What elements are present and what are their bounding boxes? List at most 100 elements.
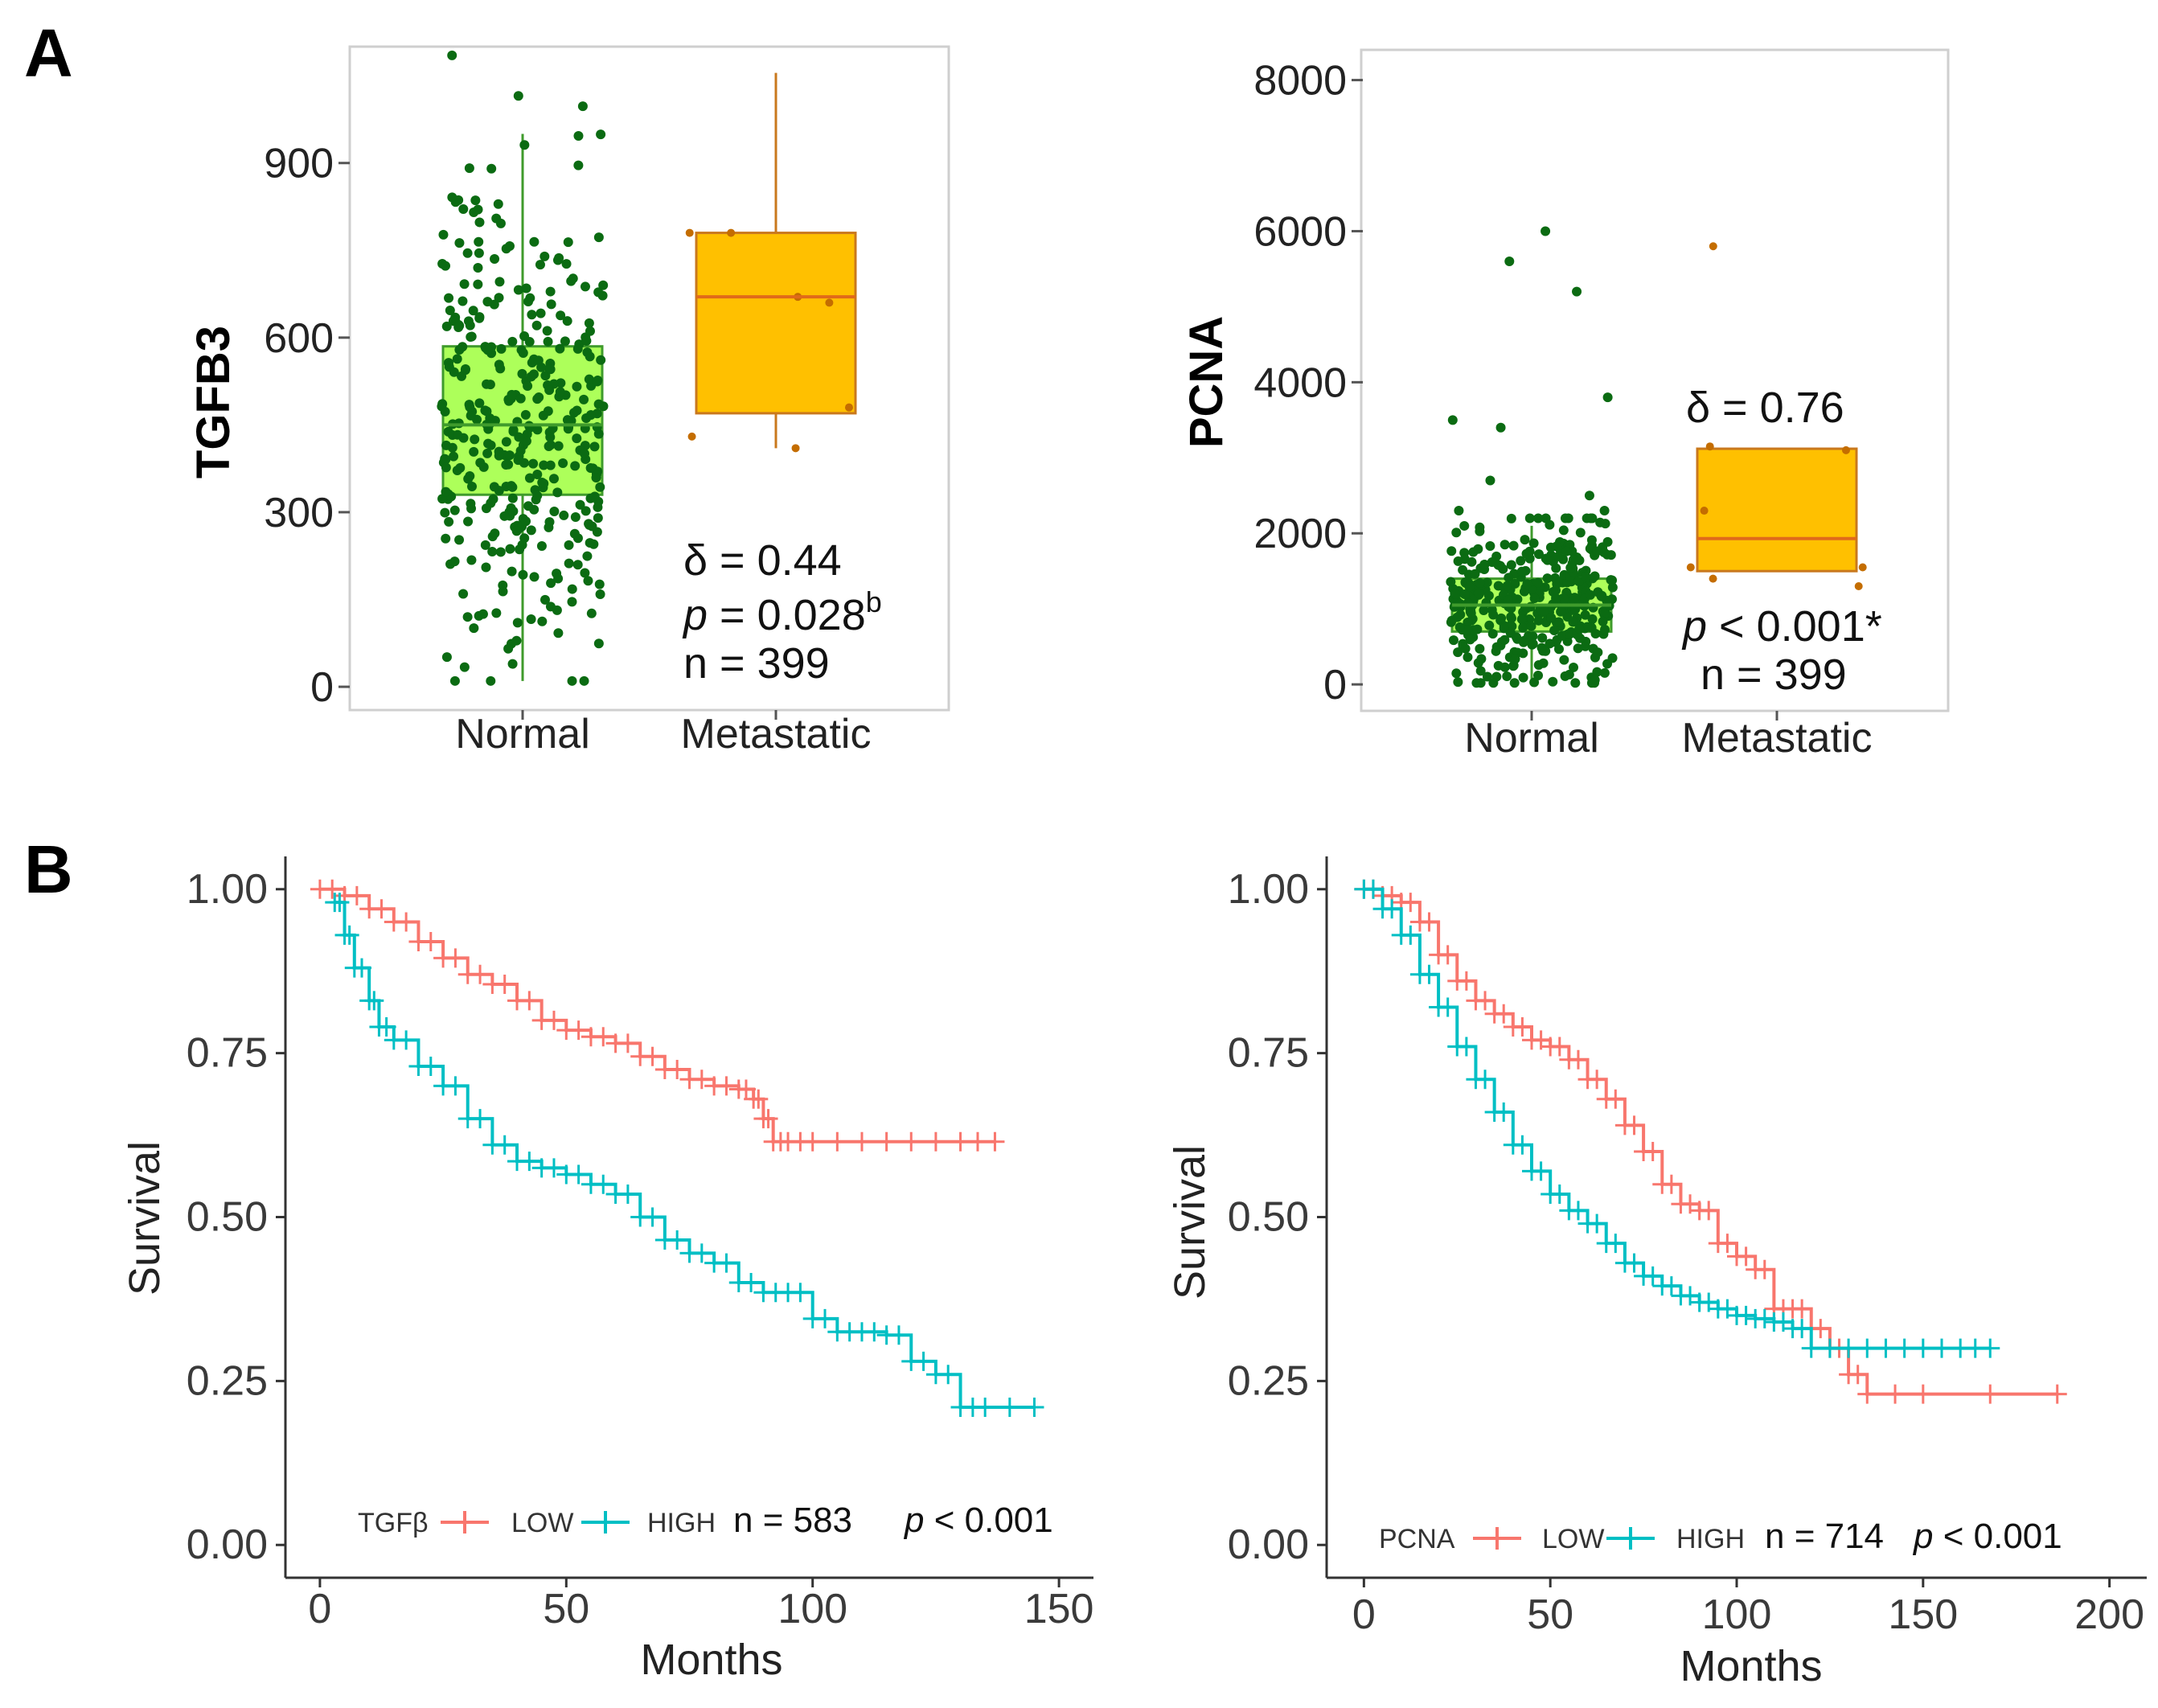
- data-point: [593, 502, 603, 512]
- data-point: [441, 487, 451, 497]
- tgfb-legend-high-marker: [594, 1511, 617, 1534]
- data-point: [495, 218, 506, 228]
- data-point: [1581, 572, 1591, 582]
- data-point: [552, 487, 563, 498]
- data-point: [579, 675, 589, 686]
- censor-mark: [642, 1207, 663, 1227]
- data-point: [490, 528, 500, 539]
- data-point: [1557, 630, 1567, 641]
- censor-mark: [1661, 1276, 1681, 1296]
- censor-mark: [1363, 879, 1383, 899]
- censor-mark: [1456, 971, 1476, 991]
- data-point: [1463, 652, 1473, 663]
- censor-mark: [364, 991, 384, 1011]
- data-point: [1602, 549, 1612, 560]
- data-point: [1485, 540, 1495, 551]
- data-point: [1488, 610, 1499, 620]
- data-point: [1446, 577, 1456, 587]
- censor-mark: [1606, 1089, 1626, 1109]
- tgfb3-n: n = 399: [683, 639, 830, 688]
- data-point: [470, 195, 481, 206]
- data-point: [466, 332, 476, 343]
- data-point: [570, 511, 581, 522]
- censor-mark: [568, 1164, 589, 1185]
- censor-mark: [470, 964, 490, 984]
- outlier-point: [1504, 257, 1515, 267]
- data-point: [1573, 643, 1583, 654]
- x-tick-label: 50: [543, 1586, 589, 1632]
- data-point: [527, 310, 537, 320]
- data-point: [512, 618, 523, 628]
- data-point: [1556, 606, 1566, 617]
- data-point: [1705, 442, 1714, 451]
- data-point: [1570, 604, 1581, 614]
- outlier-point: [1495, 422, 1506, 433]
- censor-mark: [716, 1076, 736, 1096]
- data-point: [515, 544, 525, 555]
- censor-mark: [617, 1184, 638, 1204]
- data-point: [483, 438, 494, 449]
- data-point: [1598, 616, 1608, 626]
- data-point: [538, 410, 548, 421]
- data-point: [1504, 573, 1514, 583]
- data-point: [449, 367, 459, 377]
- censor-mark: [1792, 1299, 1812, 1319]
- data-point: [1542, 555, 1553, 565]
- data-point: [594, 579, 605, 589]
- data-point: [458, 589, 469, 599]
- data-point: [1463, 618, 1473, 628]
- data-point: [475, 458, 486, 468]
- data-point: [511, 526, 522, 536]
- data-point: [542, 326, 552, 336]
- data-point: [1487, 629, 1498, 639]
- data-point: [545, 364, 556, 375]
- data-point: [459, 662, 470, 672]
- panel-label-b: B: [24, 831, 73, 907]
- data-point: [466, 410, 476, 421]
- censor-mark: [938, 1365, 958, 1385]
- data-point: [535, 260, 545, 270]
- data-point: [1606, 575, 1616, 585]
- censor-mark: [617, 1033, 638, 1053]
- data-point: [1518, 637, 1528, 647]
- censor-mark: [815, 1308, 835, 1328]
- data-point: [1471, 678, 1482, 688]
- data-point: [1854, 581, 1863, 590]
- y-tick-label: 1.00: [187, 866, 268, 913]
- censor-mark: [494, 1135, 515, 1155]
- survival-curve-low: [1364, 887, 2057, 1396]
- data-point: [1537, 633, 1548, 643]
- data-point: [452, 354, 462, 364]
- data-point: [498, 580, 508, 590]
- data-point: [521, 436, 531, 446]
- data-point: [1841, 445, 1850, 454]
- y-tick-label: 300: [264, 490, 334, 536]
- data-point: [727, 228, 736, 237]
- data-point: [592, 376, 602, 387]
- pcna-survival-y-ticks: 0.00 0.25 0.50 0.75 1.00: [1228, 866, 1327, 1568]
- tgfb3-p-symbol: p: [682, 591, 708, 639]
- data-point: [1587, 614, 1598, 624]
- data-point: [1524, 513, 1535, 523]
- data-point: [473, 262, 483, 273]
- x-tick-label: 0: [308, 1586, 331, 1632]
- data-point: [556, 310, 566, 321]
- censor-mark: [1549, 1184, 1569, 1204]
- data-point: [466, 555, 477, 565]
- data-point: [466, 499, 476, 509]
- data-point: [507, 389, 517, 400]
- censor-mark: [1624, 1115, 1644, 1135]
- data-point: [1500, 662, 1510, 672]
- data-point: [544, 385, 555, 396]
- data-point: [1709, 574, 1717, 583]
- data-point: [1546, 613, 1557, 623]
- data-point: [1529, 677, 1540, 688]
- data-point: [465, 320, 475, 331]
- data-point: [495, 363, 506, 374]
- data-point: [543, 336, 553, 347]
- data-point: [513, 285, 523, 295]
- tgfb-legend-title: TGFβ: [358, 1508, 429, 1538]
- outlier-point: [1485, 475, 1495, 486]
- data-point: [474, 312, 485, 322]
